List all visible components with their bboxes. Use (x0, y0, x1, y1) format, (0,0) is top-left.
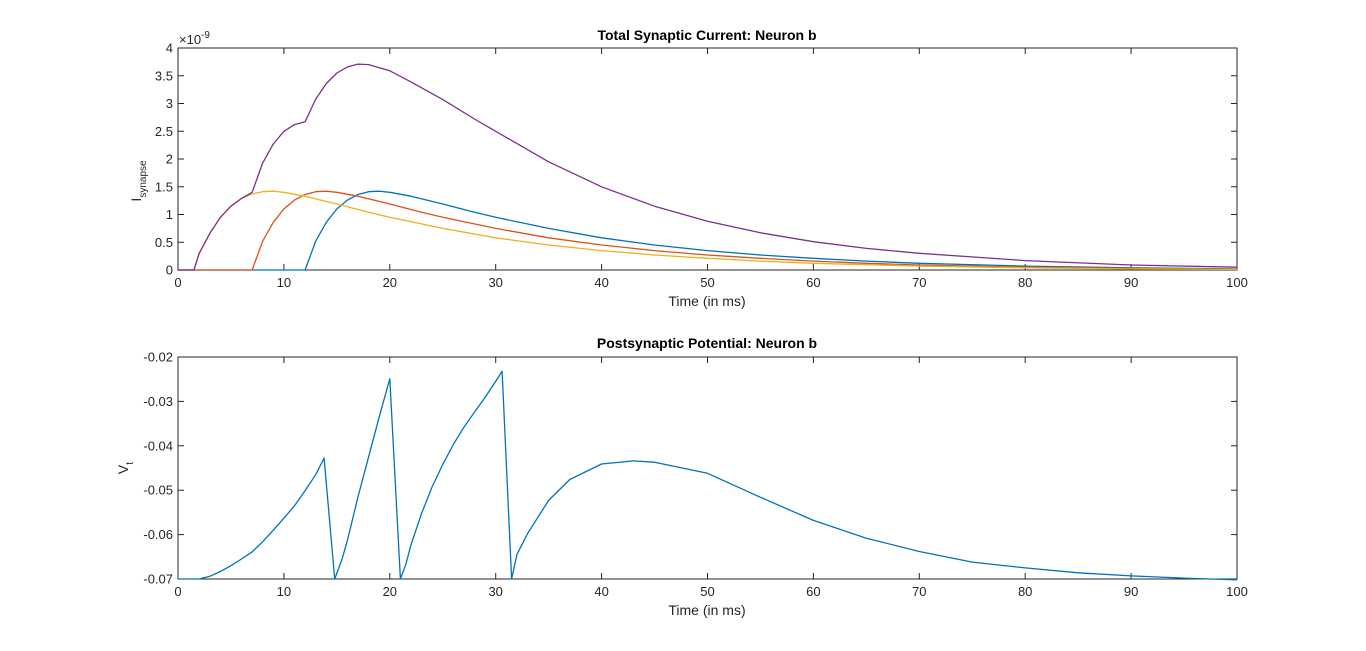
top-chart-ylabel-main: I (128, 198, 144, 202)
bottom-chart-ytick-label: -0.02 (143, 350, 173, 365)
top-chart-ytick-label: 2 (166, 152, 173, 167)
bottom-chart-ylabel: Vt (115, 462, 136, 474)
top-chart-series-2-line (178, 190, 1238, 271)
top-chart-xtick-label: 30 (488, 275, 502, 290)
top-chart-ytick-label: 3.5 (155, 68, 173, 83)
top-chart-ytick-label: 3 (166, 96, 173, 111)
bottom-chart-xtick-label: 50 (700, 584, 714, 599)
top-chart-ytick-label: 2.5 (155, 124, 173, 139)
bottom-chart-xtick-label: 0 (174, 584, 181, 599)
bottom-chart-ylabel-subscript: t (125, 462, 136, 465)
top-chart-xlabel: Time (in ms) (668, 293, 745, 309)
top-chart-xtick-label: 20 (383, 275, 397, 290)
top-chart-xtick-label: 0 (174, 275, 181, 290)
bottom-chart-xtick-label: 100 (1226, 584, 1248, 599)
bottom-chart-xtick-label: 80 (1018, 584, 1032, 599)
top-chart-series-3-line (178, 190, 1238, 271)
bottom-chart-ytick-label: -0.06 (143, 527, 173, 542)
bottom-chart-ticks: 0 10 20 30 40 50 60 70 80 90 100 -0.07 -0.06 -0.05 -0.… (143, 350, 1247, 600)
bottom-chart-ytick-label: -0.03 (143, 394, 173, 409)
bottom-chart-xtick-label: 70 (912, 584, 926, 599)
bottom-chart-series-1-line (178, 370, 1238, 581)
bottom-chart: Postsynaptic Potential: Neuron b 0 10 20 30… (115, 335, 1248, 618)
bottom-chart-xtick-label: 60 (806, 584, 820, 599)
top-chart-xtick-label: 50 (700, 275, 714, 290)
top-chart-xtick-label: 80 (1018, 275, 1032, 290)
top-chart-exponent-base: ×10 (179, 32, 201, 47)
bottom-chart-ytick-label: -0.04 (143, 438, 173, 453)
top-chart-xtick-label: 60 (806, 275, 820, 290)
top-chart: Total Synaptic Current: Neuron b 0 10 20 30… (128, 27, 1248, 309)
bottom-chart-frame (177, 356, 1238, 580)
bottom-chart-series (178, 370, 1238, 581)
top-chart-xtick-label: 70 (912, 275, 926, 290)
top-chart-ytick-label: 1.5 (155, 179, 173, 194)
top-chart-ticks: 0 10 20 30 40 50 60 70 80 90 100 0 0.5 1 1.5 2 2.5 3 3.5 4 (155, 41, 1248, 291)
top-chart-exponent: ×10-9 (179, 30, 210, 47)
bottom-chart-xtick-label: 40 (594, 584, 608, 599)
top-chart-ylabel: Isynapse (128, 160, 149, 202)
bottom-chart-xtick-label: 30 (488, 584, 502, 599)
top-chart-series-1-line (178, 190, 1238, 271)
bottom-chart-xtick-label: 10 (277, 584, 291, 599)
top-chart-xtick-label: 90 (1124, 275, 1138, 290)
top-chart-xtick-label: 10 (277, 275, 291, 290)
top-chart-ytick-label: 1 (166, 207, 173, 222)
top-chart-series-4-line (178, 63, 1238, 271)
top-chart-frame (177, 47, 1238, 271)
top-chart-series (178, 63, 1238, 271)
bottom-chart-xlabel: Time (in ms) (668, 602, 745, 618)
top-chart-ytick-label: 4 (166, 41, 173, 56)
top-chart-ytick-label: 0 (166, 263, 173, 278)
bottom-chart-title: Postsynaptic Potential: Neuron b (597, 335, 817, 351)
bottom-chart-xtick-label: 20 (383, 584, 397, 599)
top-chart-ylabel-subscript: synapse (138, 160, 149, 198)
top-chart-ytick-label: 0.5 (155, 235, 173, 250)
bottom-chart-xtick-label: 90 (1124, 584, 1138, 599)
top-chart-title: Total Synaptic Current: Neuron b (597, 27, 816, 43)
top-chart-xtick-label: 40 (594, 275, 608, 290)
bottom-chart-ytick-label: -0.07 (143, 572, 173, 587)
bottom-chart-ytick-label: -0.05 (143, 483, 173, 498)
top-chart-exponent-power: -9 (201, 30, 210, 41)
bottom-chart-ylabel-main: V (115, 464, 131, 474)
top-chart-xtick-label: 100 (1226, 275, 1248, 290)
